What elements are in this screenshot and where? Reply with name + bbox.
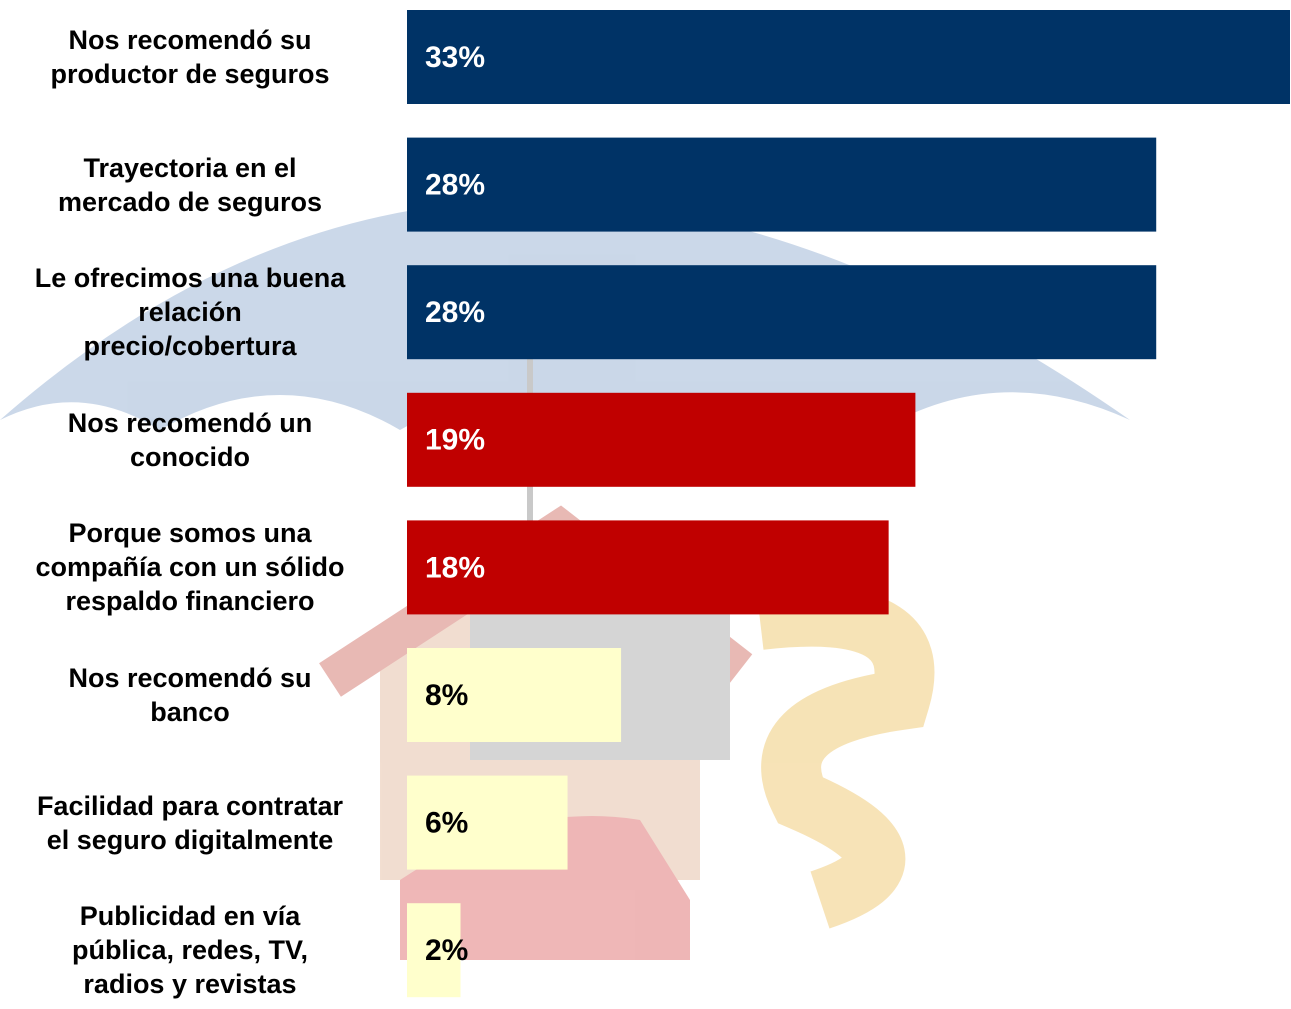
value-label: 6%	[425, 807, 468, 840]
bar	[407, 137, 1157, 232]
bar	[407, 10, 1290, 104]
value-label: 19%	[425, 424, 485, 457]
category-label: Le ofrecimos una buena relación precio/c…	[34, 263, 346, 362]
value-label: 28%	[425, 169, 485, 202]
value-label: 8%	[425, 679, 468, 712]
value-label: 2%	[425, 934, 468, 967]
bar	[407, 648, 622, 742]
category-label: Publicidad en vía pública, redes, TV, ra…	[71, 901, 309, 1000]
category-label: Nos recomendó un conocido	[67, 407, 313, 472]
value-label: 33%	[425, 41, 485, 74]
value-label: 28%	[425, 296, 485, 329]
category-label: Facilidad para contratar el seguro digit…	[36, 790, 344, 855]
bar	[407, 265, 1157, 360]
category-label: Nos recomendó su banco	[68, 663, 312, 727]
bar	[407, 392, 916, 487]
category-label: Nos recomendó su productor de seguros	[50, 25, 330, 89]
value-label: 18%	[425, 551, 485, 584]
bar	[407, 903, 461, 998]
category-label: Porque somos una compañía con un sólido …	[35, 518, 345, 617]
category-label: Trayectoria en el mercado de seguros	[57, 152, 323, 217]
bar	[407, 775, 568, 870]
bar	[407, 520, 889, 615]
